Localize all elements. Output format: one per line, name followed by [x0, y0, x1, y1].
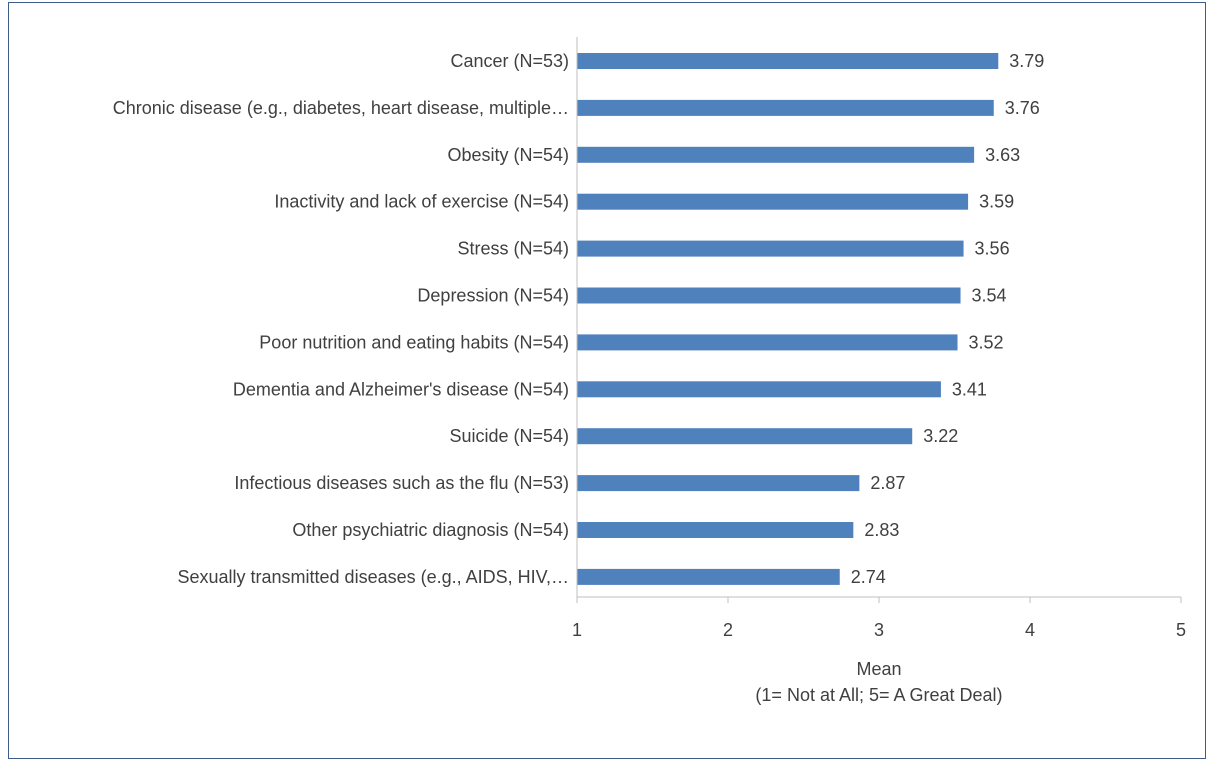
bar: [577, 568, 840, 585]
data-label: 3.22: [923, 426, 958, 446]
category-label: Dementia and Alzheimer's disease (N=54): [233, 379, 569, 399]
bar: [577, 193, 969, 210]
data-label: 3.52: [969, 332, 1004, 352]
bar: [577, 53, 999, 69]
bar: [577, 475, 860, 492]
data-label: 3.63: [985, 145, 1020, 165]
bars-layer: [577, 53, 999, 585]
bar: [577, 381, 941, 398]
bar: [577, 522, 854, 538]
category-label: Poor nutrition and eating habits (N=54): [259, 332, 569, 352]
bar: [577, 287, 961, 304]
data-label: 3.56: [975, 239, 1010, 259]
category-label: Cancer (N=53): [450, 51, 569, 71]
x-tick-label: 3: [874, 620, 884, 640]
bar-chart: 1 2 3 4 5 Cancer (N=53) 3.79 Chronic disease (…: [113, 37, 1186, 705]
data-label: 2.87: [870, 473, 905, 493]
data-label: 2.83: [864, 520, 899, 540]
x-tick-label: 2: [723, 620, 733, 640]
bar: [577, 334, 958, 351]
data-label: 3.76: [1005, 98, 1040, 118]
category-label: Chronic disease (e.g., diabetes, heart d…: [113, 98, 569, 118]
x-axis-subtitle: (1= Not at All; 5= A Great Deal): [755, 685, 1002, 705]
x-tick-label: 1: [572, 620, 582, 640]
x-tick-label: 4: [1025, 620, 1035, 640]
x-axis: 1 2 3 4 5: [572, 37, 1186, 640]
category-label: Suicide (N=54): [449, 426, 569, 446]
category-label: Sexually transmitted diseases (e.g., AID…: [177, 567, 569, 587]
bar: [577, 99, 994, 116]
data-label: 3.79: [1009, 51, 1044, 71]
data-label: 3.41: [952, 379, 987, 399]
bar: [577, 240, 964, 257]
category-label: Other psychiatric diagnosis (N=54): [292, 520, 569, 540]
data-label: 3.59: [979, 192, 1014, 212]
category-label: Depression (N=54): [417, 286, 569, 306]
x-tick-label: 5: [1176, 620, 1186, 640]
data-label: 3.54: [972, 286, 1007, 306]
labels-layer: Cancer (N=53) 3.79 Chronic disease (e.g., …: [113, 51, 1045, 587]
chart-frame: 1 2 3 4 5 Cancer (N=53) 3.79 Chronic disease (…: [8, 2, 1206, 759]
category-label: Obesity (N=54): [447, 145, 569, 165]
category-label: Inactivity and lack of exercise (N=54): [274, 192, 569, 212]
bar: [577, 146, 975, 163]
category-label: Stress (N=54): [457, 239, 569, 259]
bar: [577, 428, 913, 445]
data-label: 2.74: [851, 567, 886, 587]
x-axis-title: Mean: [856, 659, 901, 679]
category-label: Infectious diseases such as the flu (N=5…: [234, 473, 569, 493]
